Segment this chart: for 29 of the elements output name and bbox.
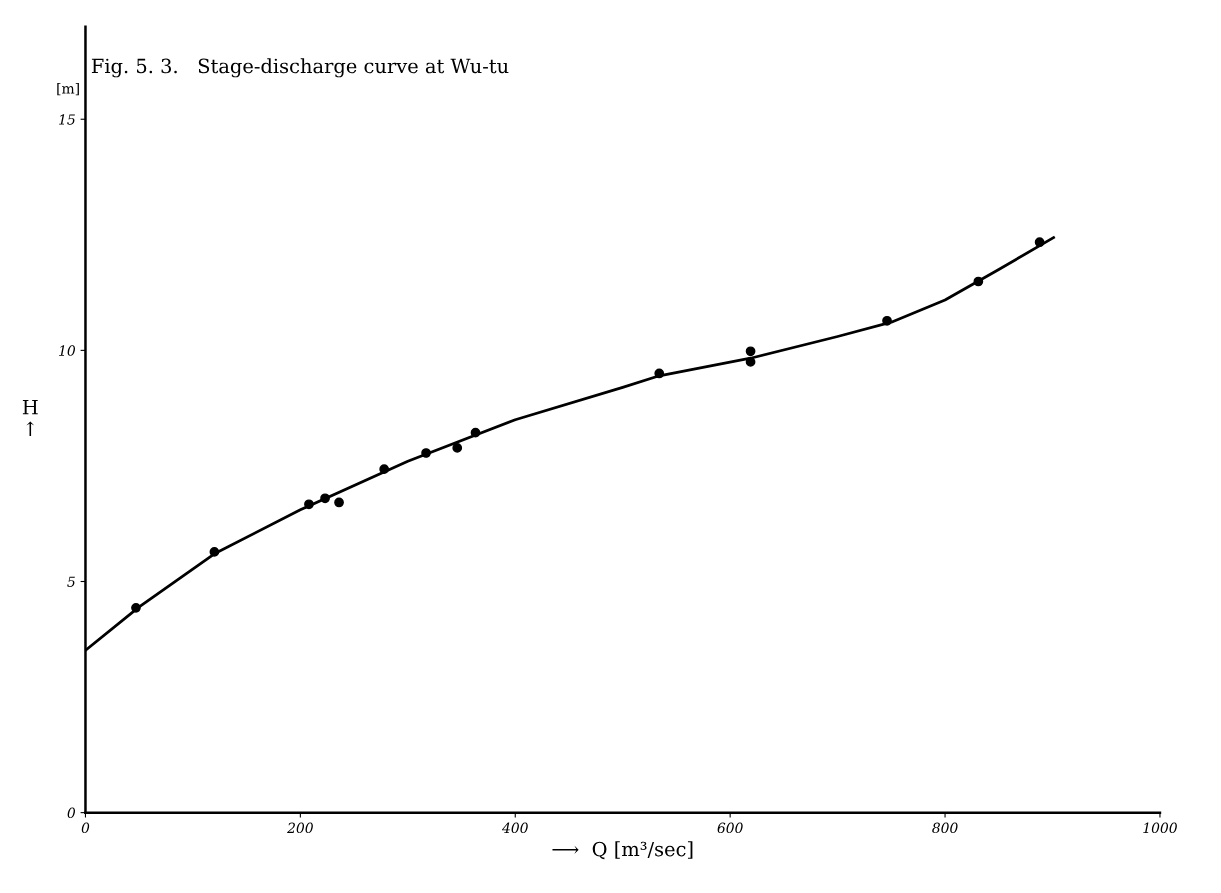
point	[654, 368, 665, 379]
point	[379, 464, 390, 475]
y-tick-label: 5	[67, 576, 75, 587]
x-tick-label: 600	[717, 822, 743, 834]
x-tick-label: 1000	[1143, 822, 1177, 834]
point	[452, 443, 463, 453]
y-tick-label: 0	[67, 807, 76, 819]
point	[1034, 237, 1045, 248]
point	[882, 315, 892, 326]
point	[209, 547, 220, 557]
y-axis-title: H ↑	[22, 400, 38, 436]
point	[334, 497, 344, 508]
point	[973, 276, 984, 287]
point	[320, 493, 330, 504]
point	[421, 448, 431, 458]
y-tick-label: 15	[59, 114, 75, 125]
point	[304, 499, 314, 510]
x-tick-label: 400	[501, 822, 528, 834]
point	[131, 602, 141, 613]
x-tick-label: 200	[287, 822, 313, 834]
y-tick-label: 10	[59, 345, 76, 356]
x-tick-label: 800	[932, 822, 958, 834]
text: Fig. 5. 3. Stage-discharge curve at Wu-tu	[91, 58, 509, 78]
point	[745, 346, 756, 357]
text: [m]	[57, 82, 79, 96]
x-axis-title: ⟶ Q [m³/sec]	[552, 841, 693, 860]
point	[470, 427, 481, 438]
x-tick-label: 0	[81, 822, 90, 834]
point	[745, 357, 756, 367]
